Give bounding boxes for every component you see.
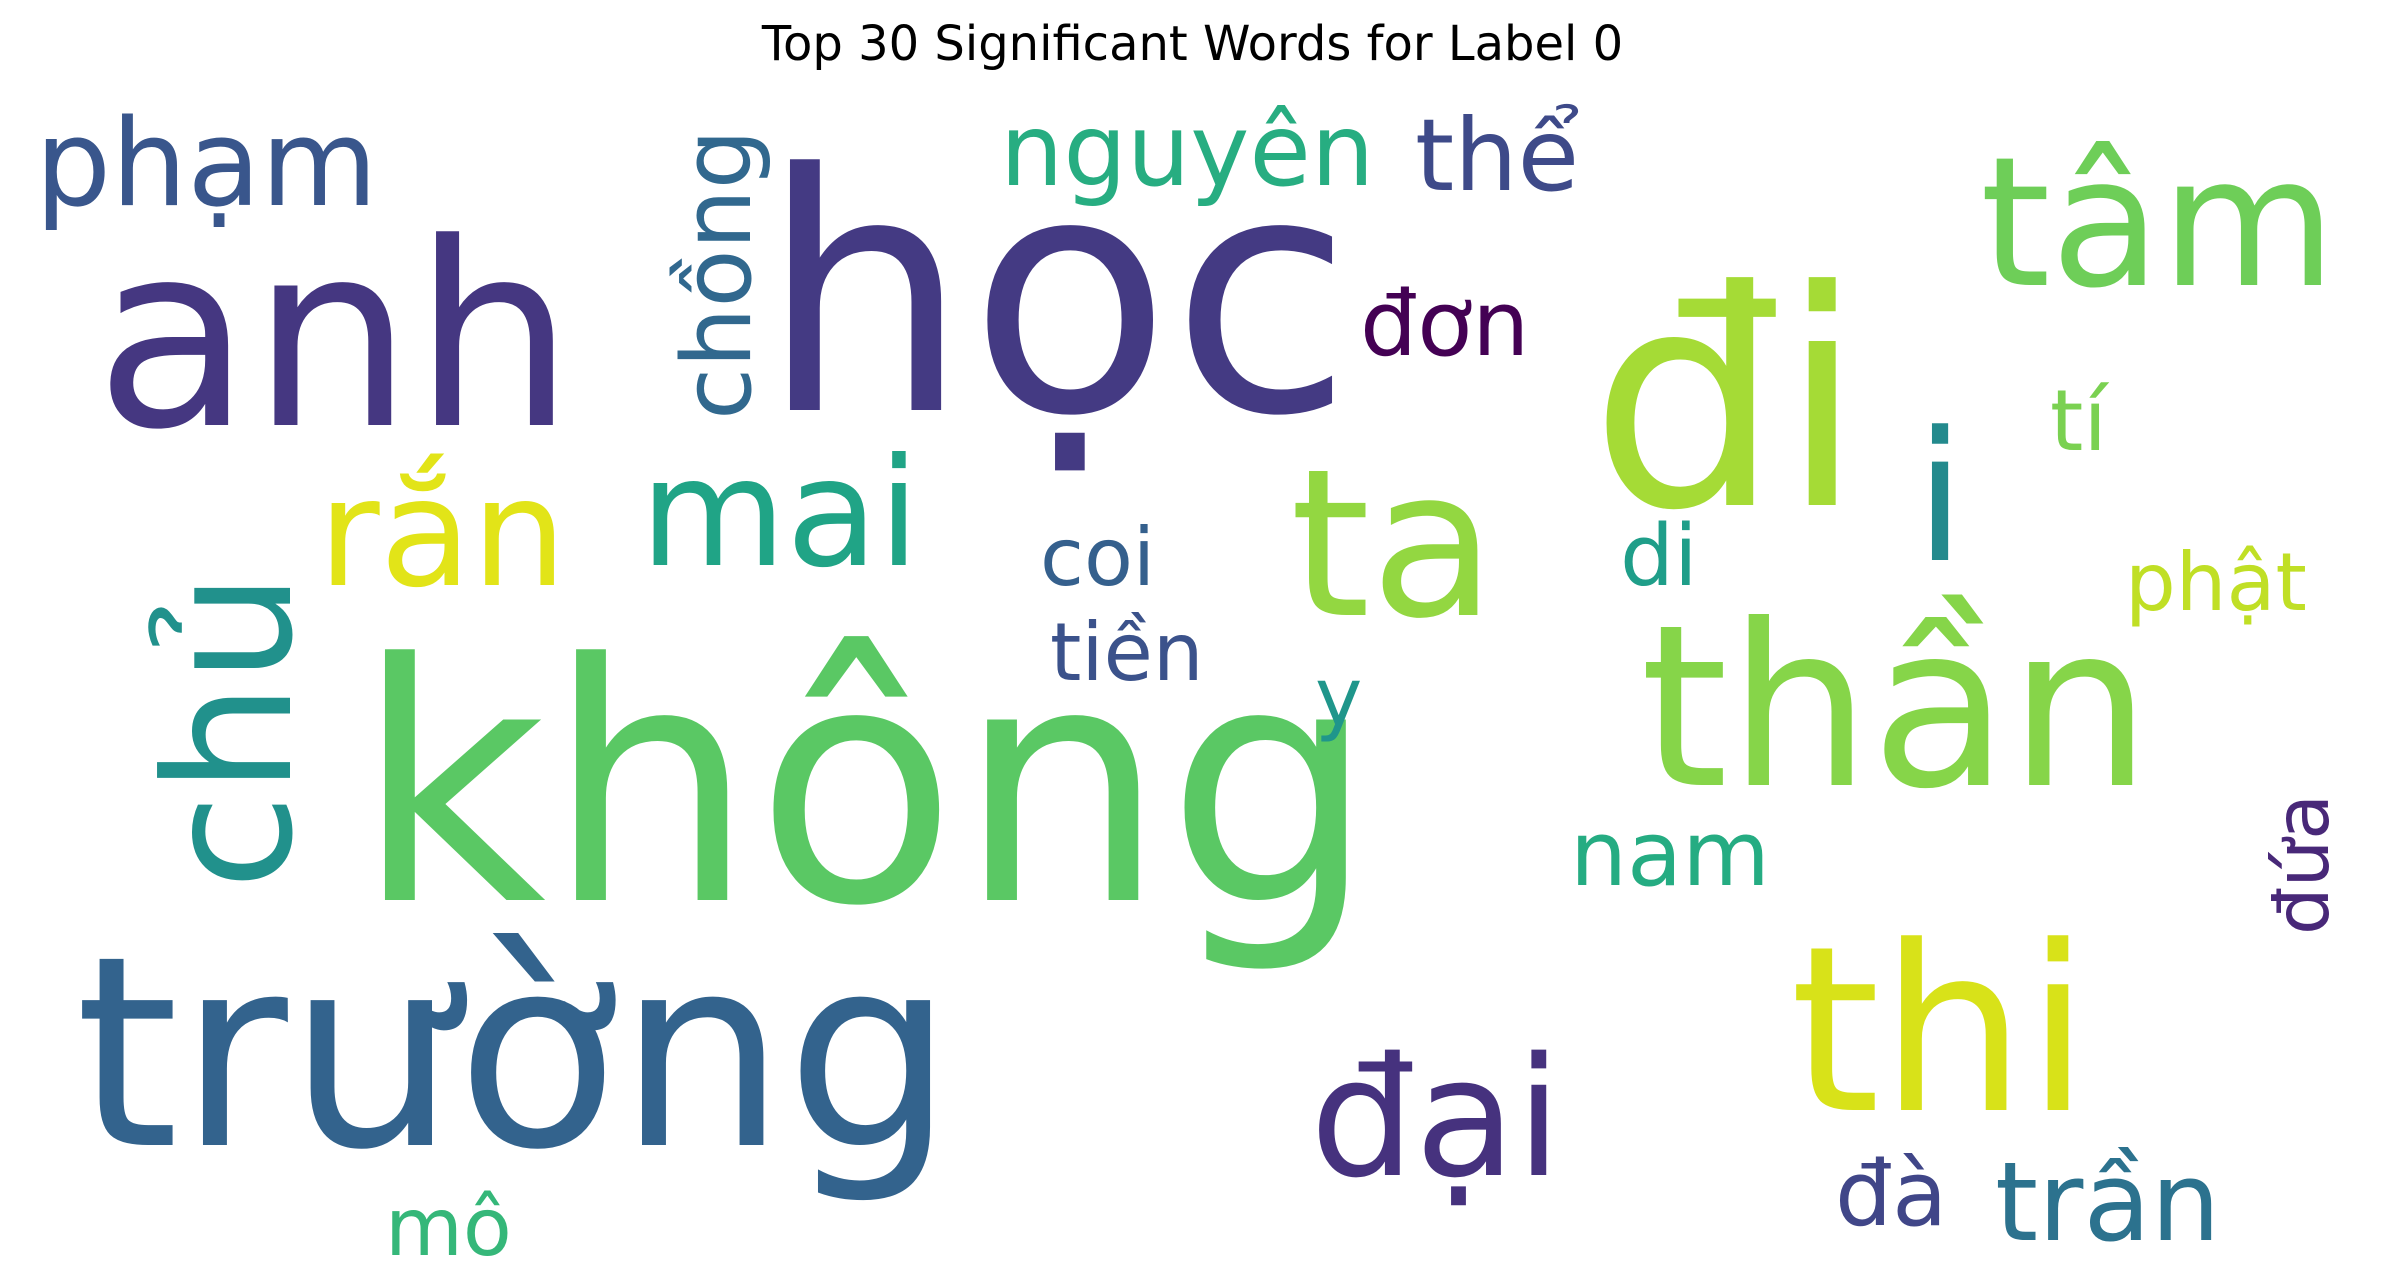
word-nam: nam	[1570, 802, 1770, 907]
word-than: thần	[1640, 577, 2151, 839]
word-mai: mai	[640, 427, 920, 601]
word-nguyen: nguyên	[1000, 92, 1374, 209]
word-dai: đại	[1310, 1022, 1562, 1214]
word-i: i	[1915, 394, 1965, 603]
figure-title: Top 30 Significant Words for Label 0	[761, 16, 1624, 72]
word-di: di	[1620, 507, 1698, 606]
word-ran: rắn	[318, 447, 567, 621]
word-dua: đứa	[2258, 794, 2346, 935]
word-tran: trần	[1995, 1138, 2220, 1266]
word-ta: ta	[1290, 426, 1496, 664]
word-pham: phạm	[35, 95, 378, 234]
word-phat: phật	[2125, 536, 2307, 629]
word-chong: chồng	[663, 129, 773, 420]
word-anh: anh	[95, 189, 575, 486]
word-thi: thi	[1790, 898, 2090, 1165]
word-don: đơn	[1360, 272, 1529, 377]
word-y: y	[1315, 651, 1362, 744]
word-ti: tí	[2050, 372, 2109, 471]
word-chu: chủ	[129, 572, 332, 890]
word-mo: mô	[385, 1181, 512, 1274]
word-tien: tiền	[1050, 606, 1204, 699]
word-da: đà	[1835, 1142, 1947, 1247]
word-truong: trường	[75, 900, 954, 1208]
word-the: thể	[1415, 97, 1579, 214]
word-khong: không	[355, 594, 1376, 978]
word-tam: tâm	[1980, 119, 2336, 328]
word-coi: coi	[1040, 511, 1155, 604]
word-di: đi	[1590, 227, 1864, 576]
word-hoc: học	[760, 104, 1353, 488]
